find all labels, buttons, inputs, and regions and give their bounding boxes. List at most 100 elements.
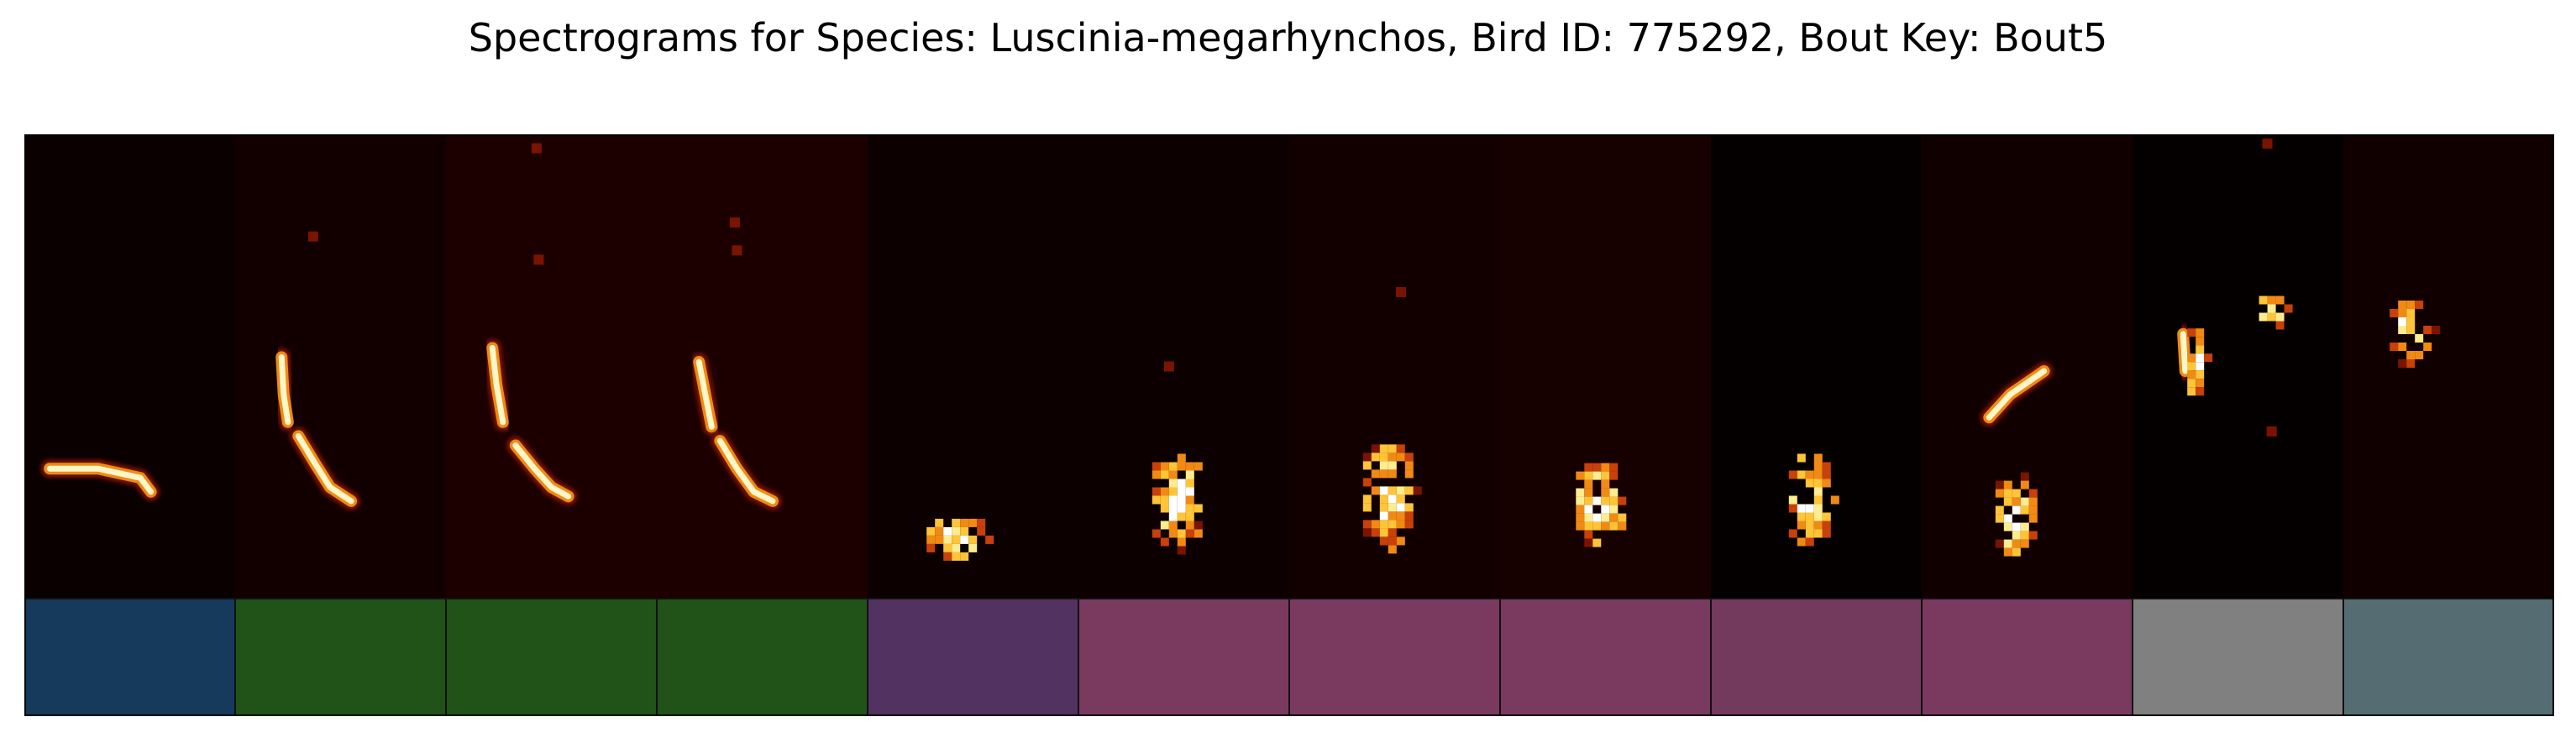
energy-pixel [2196,387,2205,396]
energy-pixel [1601,488,1610,497]
energy-pixel [1592,471,1602,480]
energy-pixel [960,535,969,544]
energy-pixel [1618,513,1627,522]
energy-pixel [1797,470,1806,479]
energy-pixel [1404,469,1414,479]
noise-pixel [729,217,740,228]
energy-pixel [1371,486,1380,495]
chart-title: Spectrograms for Species: Luscinia-megar… [468,15,2108,60]
energy-pixel [2275,296,2285,305]
noise-pixel [732,245,742,256]
energy-pixel [1396,536,1405,546]
syllable-spectrogram [235,134,446,599]
energy-pixel [2003,547,2012,557]
noise-pixel [307,231,318,242]
energy-pixel [2028,497,2038,506]
energy-pixel [1388,444,1397,453]
energy-pixel [1404,503,1414,512]
energy-pixel [1584,521,1593,531]
energy-pixel [1379,461,1388,470]
energy-pixel [2012,547,2021,557]
energy-pixel [1388,486,1397,495]
noise-pixel [533,254,544,265]
energy-pixel [2398,343,2407,351]
energy-pixel [1168,479,1178,488]
energy-pixel [1362,478,1372,487]
energy-pixel [1576,521,1585,531]
energy-pixel [1388,520,1397,529]
energy-pixel [1160,462,1169,471]
energy-pixel [1822,529,1831,538]
energy-pixel [1805,504,1814,513]
energy-pixel [1396,486,1405,495]
energy-pixel [968,518,978,527]
energy-pixel [1194,504,1203,513]
energy-pixel [1813,487,1823,496]
energy-pixel [2028,514,2038,523]
energy-pixel [1797,521,1806,530]
energy-pixel [1797,453,1806,463]
energy-pixel [1822,470,1831,479]
energy-pixel [1379,520,1388,529]
energy-pixel [1396,520,1405,529]
energy-pixel [2398,326,2407,334]
energy-pixel [2390,309,2399,317]
energy-pixel [1995,505,2004,515]
energy-pixel [1813,512,1823,521]
energy-pixel [1576,513,1585,522]
energy-pixel [2012,497,2021,506]
energy-pixel [1813,462,1823,471]
energy-pixel [1601,496,1610,505]
energy-pixel [1584,538,1593,547]
spectrogram-background [1922,134,2133,599]
energy-pixel [1168,529,1178,538]
energy-pixel [2259,312,2268,322]
energy-pixel [1388,528,1397,537]
energy-pixel [2390,343,2399,351]
energy-pixel [2415,334,2424,343]
energy-pixel [1388,494,1397,504]
energy-pixel [1797,537,1806,547]
energy-pixel [2020,505,2029,515]
energy-pixel [1822,512,1831,521]
energy-trace-core [512,442,572,500]
energy-pixel [2187,387,2196,396]
energy-pixel [2028,505,2038,515]
energy-pixel [1168,470,1178,479]
energy-pixel [1168,521,1178,530]
energy-pixel [1371,469,1380,479]
energy-pixel [1396,511,1405,521]
spectrogram-background [446,134,657,599]
energy-pixel [1805,537,1814,547]
energy-pixel [1813,529,1823,538]
energy-pixel [1168,462,1178,471]
energy-pixel [1813,453,1823,463]
energy-pixel [1813,470,1823,479]
energy-pixel [935,518,944,527]
energy-pixel [1576,471,1585,480]
energy-pixel [1995,489,2004,498]
energy-pixel [1152,462,1161,471]
energy-pixel [1168,487,1178,496]
energy-pixel [1177,537,1186,547]
energy-pixel [2423,343,2432,351]
energy-pixel [2187,379,2196,388]
energy-pixel [2196,370,2205,379]
spectrogram-figure [24,134,2554,716]
energy-pixel [1404,453,1414,462]
energy-pixel [1813,521,1823,530]
energy-pixel [1152,487,1161,496]
energy-pixel [1584,505,1593,514]
energy-pixel [1185,504,1194,513]
energy-pixel [1185,529,1194,538]
energy-pixel [1805,529,1814,538]
energy-pixel [1584,463,1593,472]
axes-frame [24,134,2554,716]
energy-trace-core [46,465,155,495]
energy-pixel [2187,362,2196,371]
energy-pixel [943,535,952,544]
energy-pixel [1788,495,1797,505]
energy-pixel [1805,470,1814,479]
energy-pixel [960,552,969,561]
energy-pixel [1995,539,2004,548]
